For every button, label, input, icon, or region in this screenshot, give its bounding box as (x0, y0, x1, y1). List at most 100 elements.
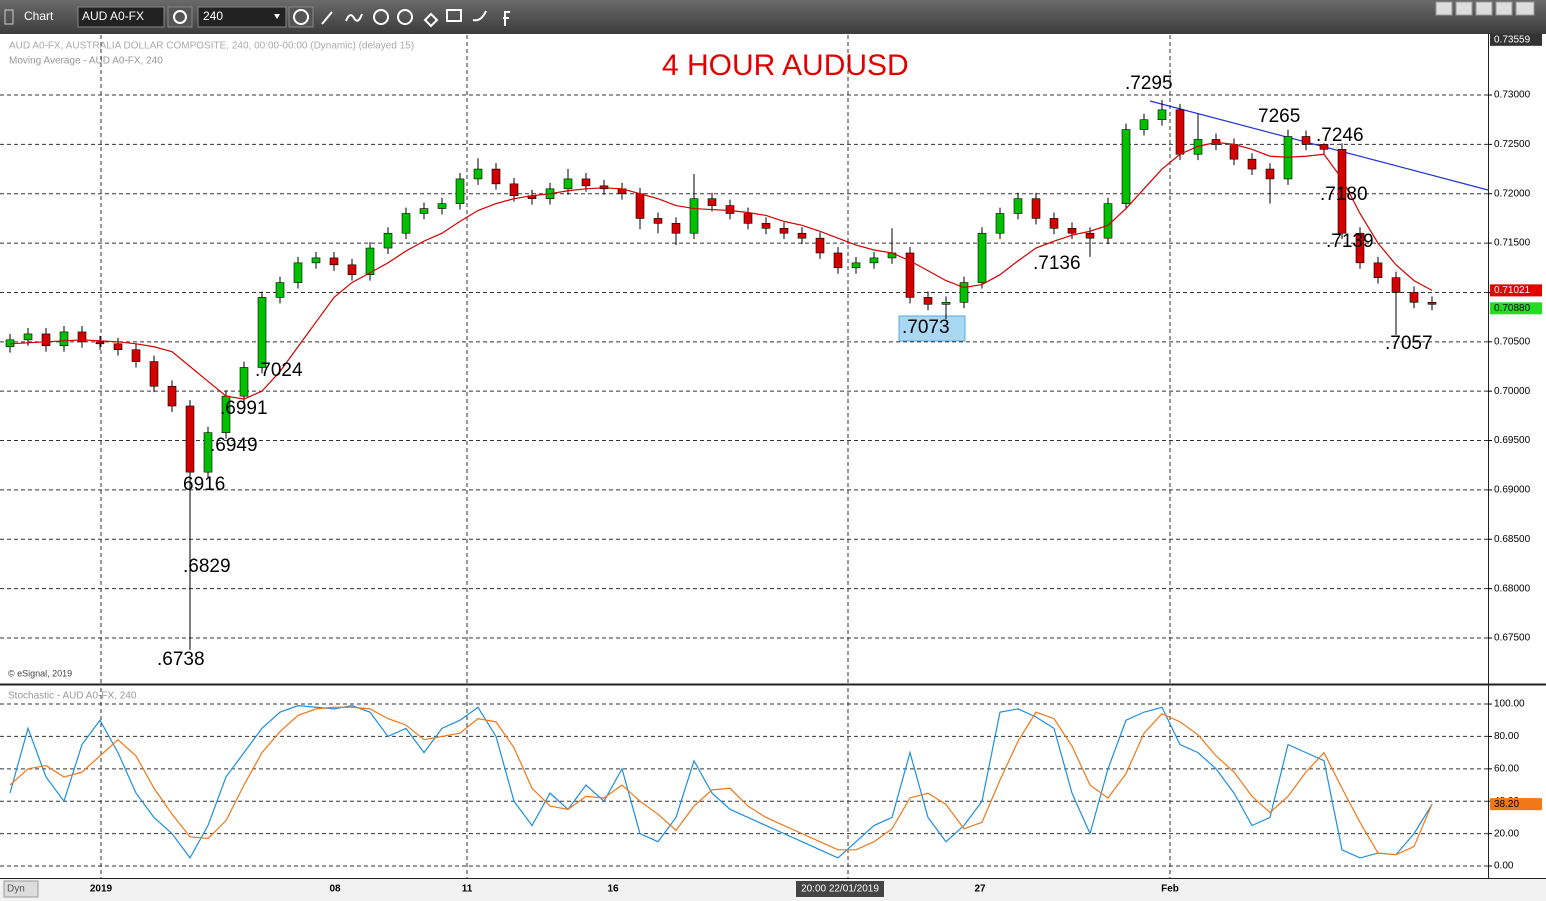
cursor-time: 20:00 22/01/2019 (801, 884, 879, 895)
candle-body (347, 264, 357, 275)
candle-body (1427, 302, 1437, 305)
time-label: 27 (974, 884, 986, 895)
app-name: Chart (24, 9, 54, 23)
candle-body (707, 198, 717, 206)
candle-body (131, 349, 141, 362)
tool-icons[interactable] (321, 9, 510, 28)
symbol[interactable]: AUD A0-FX (82, 9, 144, 23)
ma-legend: Moving Average - AUD A0-FX, 240 (9, 56, 163, 67)
candle-body (401, 213, 411, 234)
candle-body (419, 208, 429, 214)
candle-body (851, 262, 861, 269)
candle-body (113, 343, 123, 351)
time-label: 16 (607, 884, 619, 895)
line-series (9, 705, 1433, 860)
candle-body (797, 232, 807, 239)
candle-body (329, 257, 339, 266)
candle-body (1067, 227, 1077, 234)
y-tick-label: 0.70000 (1494, 386, 1531, 397)
candle-body (149, 361, 159, 387)
candle-body (257, 297, 267, 368)
price-annotation: .6829 (183, 556, 231, 577)
candle-body (167, 385, 177, 407)
y-tick-label: 0.67500 (1494, 633, 1531, 644)
candle-body (77, 331, 87, 343)
candle-body (1049, 218, 1059, 229)
y-tick-label: 0.71500 (1494, 238, 1531, 249)
candle-body (977, 232, 987, 283)
price-annotation: .6991 (220, 398, 268, 419)
candle-body (23, 333, 33, 341)
window-buttons[interactable] (1435, 1, 1535, 16)
time-label: 11 (462, 884, 473, 895)
candle-body (275, 282, 285, 298)
candle-body (581, 178, 591, 187)
app-icon (4, 9, 14, 25)
y-tick-label: 60.00 (1494, 763, 1519, 774)
y-tick-label: 0.70500 (1494, 336, 1531, 347)
interval-box[interactable] (197, 6, 287, 28)
price-annotation: .7180 (1320, 184, 1368, 205)
mode[interactable]: Dyn (7, 884, 25, 895)
line-series (9, 141, 1433, 400)
candle-body (671, 223, 681, 234)
price-tag (1490, 798, 1542, 811)
time-label: 2019 (90, 884, 113, 895)
candle-body (1391, 277, 1401, 293)
candle-body (365, 247, 375, 275)
price-tag (1490, 33, 1542, 46)
price-tag-label: 0.73559 (1494, 34, 1531, 45)
candle-body (1247, 158, 1257, 170)
y-tick-label: 0.69000 (1494, 485, 1531, 496)
candle-body (1373, 262, 1383, 278)
candle-body (455, 178, 465, 204)
y-tick-label: 0.72000 (1494, 188, 1531, 199)
candle-body (1175, 109, 1185, 155)
price-tag-label: 0.70880 (1494, 303, 1531, 314)
price-annotation: .7139 (1326, 231, 1374, 252)
candle-body (725, 205, 735, 214)
candle-body (311, 257, 321, 264)
candle-body (383, 232, 393, 249)
price-tag (1490, 284, 1542, 297)
candle-body (1409, 292, 1419, 303)
time-icon (293, 9, 309, 25)
candle-body (293, 262, 303, 283)
candle-body (203, 432, 213, 473)
line-series (9, 706, 1433, 856)
cursor-time-box (796, 881, 884, 897)
candle-body (1103, 203, 1113, 239)
candle-body (1265, 168, 1275, 180)
price-annotation: .7073 (902, 317, 950, 338)
candle-body (779, 227, 789, 234)
candle-body (923, 297, 933, 305)
candle-body (815, 237, 825, 254)
candle-body (41, 333, 51, 347)
candle-body (491, 168, 501, 185)
dropdown-arrow (274, 14, 280, 19)
price-annotation: .7024 (255, 360, 303, 381)
interval[interactable]: 240 (203, 9, 223, 23)
candle-body (1085, 232, 1095, 239)
symbol-box[interactable] (77, 6, 165, 28)
candle-body (905, 252, 915, 298)
mode-button[interactable] (3, 880, 39, 898)
y-tick-label: 80.00 (1494, 731, 1519, 742)
candle-body (743, 213, 753, 224)
candle-body (761, 223, 771, 229)
candle-body (1013, 198, 1023, 214)
price-tag-label: 0.71021 (1494, 285, 1531, 296)
candle-body (869, 257, 879, 264)
candle-body (1319, 144, 1329, 150)
chart-title: 4 HOUR AUDUSD (662, 49, 909, 82)
settings-button[interactable] (167, 6, 193, 28)
time-label: Feb (1161, 884, 1179, 895)
candle-body (653, 218, 663, 224)
candle-body (1121, 129, 1131, 204)
candle-body (1301, 136, 1311, 145)
candle-body (1157, 109, 1167, 121)
y-tick-label: 100.00 (1494, 699, 1525, 710)
candle-body (635, 193, 645, 219)
candle-body (959, 282, 969, 303)
candle-body (59, 331, 69, 347)
